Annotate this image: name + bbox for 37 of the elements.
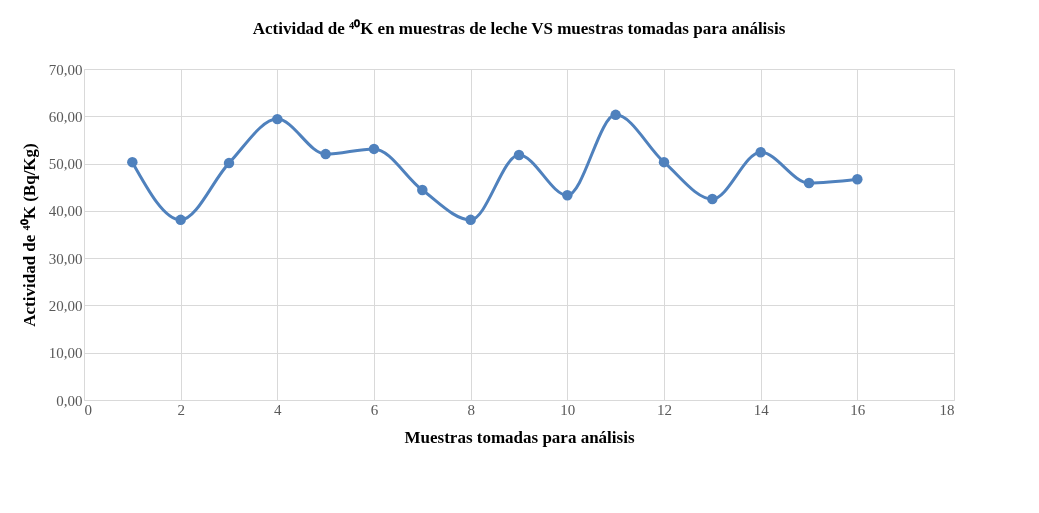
point (852, 173, 863, 185)
x-tick-label: 4 (274, 401, 283, 418)
point (755, 146, 766, 158)
x-tick-label: 0 (84, 401, 92, 418)
x-tick-label: 18 (939, 401, 955, 418)
x-tick-label: 16 (850, 401, 866, 418)
point (272, 113, 283, 125)
point (803, 177, 815, 189)
y-tick-label: 0,00 (56, 392, 83, 409)
y-tick-label: 60,00 (48, 108, 83, 125)
point (320, 148, 331, 160)
x-tick-label: 6 (370, 401, 379, 418)
x-tick-label: 2 (177, 401, 185, 418)
y-tick-label: 40,00 (48, 203, 83, 220)
point (658, 156, 670, 168)
point (707, 193, 718, 205)
y-tick-label: 70,00 (48, 61, 83, 78)
point (417, 184, 428, 196)
y-tick-label: 50,00 (48, 156, 83, 173)
chart-title: Actividad de ⁴⁰K en muestras de leche VS muestras tomadas para análisis (252, 19, 786, 38)
point (513, 149, 525, 161)
point (465, 214, 476, 226)
y-tick-label: 20,00 (48, 297, 83, 314)
point (368, 143, 380, 155)
y-axis-title: Actividad de ⁴⁰K (Bq/Kg) (19, 143, 39, 327)
y-tick-label: 30,00 (48, 250, 83, 267)
point (562, 190, 573, 201)
y-tick-label: 10,00 (48, 345, 83, 362)
x-tick-label: 12 (657, 401, 672, 418)
point (127, 156, 138, 168)
point (610, 109, 621, 121)
x-tick-label: 10 (560, 401, 576, 418)
x-tick-label: 14 (753, 401, 770, 418)
point (175, 214, 186, 226)
point (223, 157, 235, 169)
x-tick-label: 8 (467, 401, 475, 418)
x-axis-title: Muestras tomadas para análisis (404, 427, 635, 447)
